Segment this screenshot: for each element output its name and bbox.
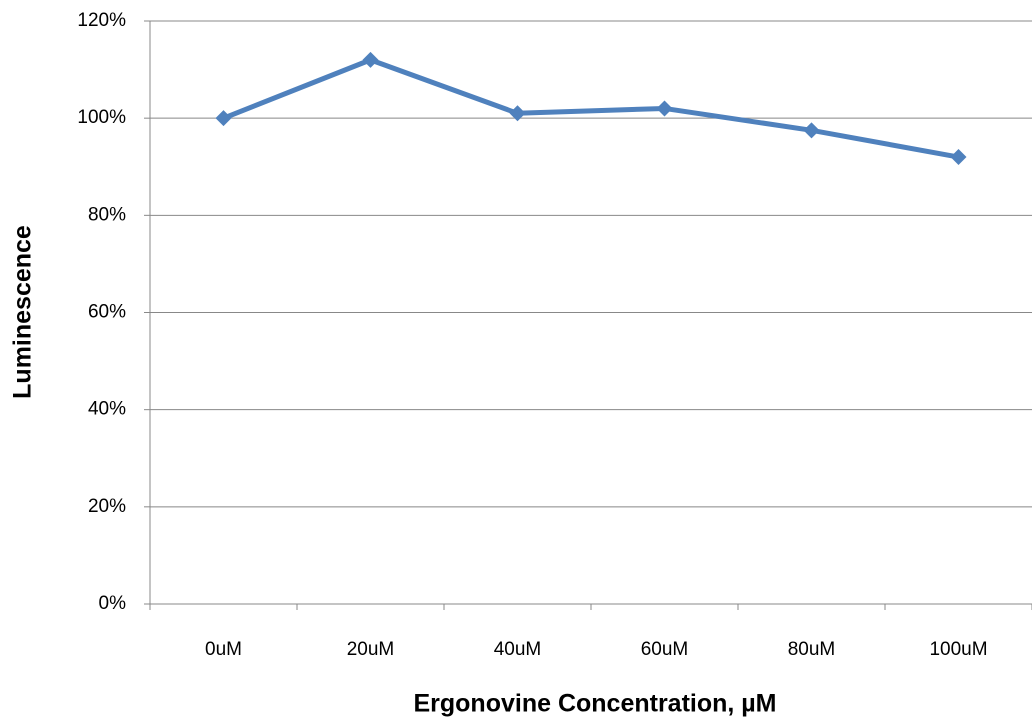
series-line <box>222 57 959 160</box>
y-tick-label: 0% <box>99 593 127 614</box>
data-point <box>215 110 232 127</box>
x-tick-label: 80uM <box>788 639 836 660</box>
data-point <box>803 122 820 139</box>
data-point <box>362 51 379 68</box>
y-tick-label: 60% <box>88 302 126 323</box>
y-tick-label: 120% <box>77 10 126 31</box>
y-tick-label: 100% <box>77 107 126 128</box>
x-tick-label: 40uM <box>494 639 542 660</box>
data-point <box>950 149 967 166</box>
data-point <box>509 105 526 122</box>
x-tick-label: 0uM <box>205 639 242 660</box>
y-tick-label: 20% <box>88 496 126 517</box>
x-tick-label: 60uM <box>641 639 689 660</box>
x-tick-label: 100uM <box>929 639 987 660</box>
y-axis-title: Luminescence <box>9 225 37 399</box>
x-axis-title: Ergonovine Concentration, µM <box>413 690 776 718</box>
x-tick-label: 20uM <box>347 639 395 660</box>
y-tick-label: 80% <box>88 204 126 225</box>
y-tick-label: 40% <box>88 399 126 420</box>
data-point <box>656 100 673 117</box>
